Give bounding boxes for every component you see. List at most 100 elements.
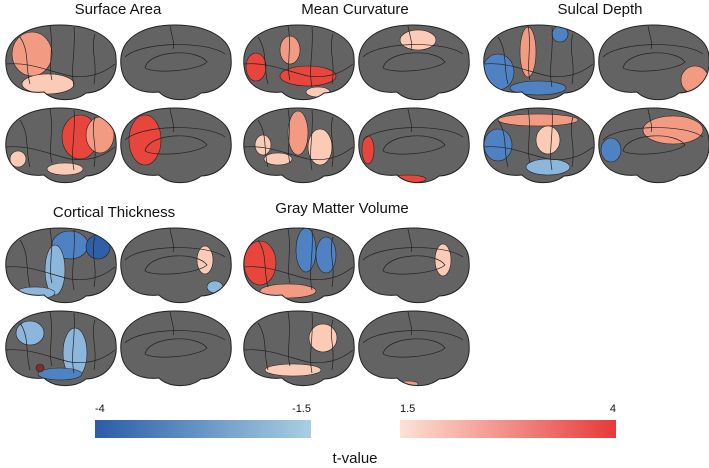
activation-patch [44, 244, 66, 296]
sulcus-line [330, 33, 334, 85]
brain-surface [358, 108, 470, 183]
sulcus-line [49, 108, 53, 164]
brain-view [5, 107, 117, 184]
sulcus-line [497, 119, 509, 168]
sulcus-line [257, 119, 269, 168]
brain-view [120, 227, 232, 304]
activation-patch [279, 35, 301, 65]
panel-title: Sulcal Depth [557, 1, 642, 18]
brain-view [5, 227, 117, 304]
brain-view [120, 310, 232, 387]
brain-outline [243, 227, 355, 304]
brain-view [243, 107, 355, 184]
brain-outline [5, 24, 117, 101]
activation-patch [21, 73, 75, 95]
sulcus-line [243, 349, 354, 364]
activation-patches [15, 320, 88, 381]
brain-outline [5, 310, 117, 387]
activation-patch [85, 234, 111, 260]
colorbar-tick: 4 [610, 403, 616, 415]
activation-patch [483, 53, 515, 91]
sulcus-line [92, 116, 96, 168]
activation-patch [509, 80, 567, 96]
activation-patches [254, 110, 333, 166]
activation-patch [525, 158, 571, 176]
brain-view [358, 310, 470, 387]
panel-title: Surface Area [75, 1, 162, 18]
brain-outline [358, 107, 470, 184]
sulcus-line [287, 108, 291, 164]
sulcus-line [310, 109, 313, 171]
brain-surface [358, 311, 470, 386]
activation-patches [680, 65, 709, 95]
sulcus-line [19, 239, 31, 288]
sulcus-line [49, 25, 53, 81]
colorbar-positive [400, 420, 616, 438]
activation-patches [264, 323, 338, 377]
activation-patch [305, 86, 331, 98]
sulcus-line [72, 229, 75, 291]
brain-outline [598, 107, 709, 184]
activation-patch [263, 152, 293, 166]
activation-patches [245, 35, 337, 98]
sulcus-line [144, 52, 208, 72]
activation-patches [11, 31, 75, 95]
activation-patch [497, 113, 579, 127]
sulcus-line [382, 255, 446, 275]
activation-patches [600, 115, 704, 163]
brain-outline [243, 310, 355, 387]
brain-surface [120, 25, 232, 100]
brain-outline [358, 227, 470, 304]
sulcus-line [570, 116, 574, 168]
brain-outline [243, 24, 355, 101]
activation-patch [15, 320, 45, 346]
colorbar-tick: 1.5 [400, 403, 415, 415]
activation-patch [14, 286, 56, 300]
brain-outline [483, 107, 595, 184]
sulcus-line [243, 266, 354, 281]
activation-patch [128, 114, 162, 166]
sulcus-line [169, 228, 175, 253]
brain-surface [358, 228, 470, 303]
sulcus-line [49, 311, 53, 367]
sulcus-line [92, 236, 96, 288]
sulcus-line [5, 63, 116, 78]
activation-patches [14, 230, 111, 300]
sulcus-line [330, 116, 334, 168]
activation-patch [519, 26, 537, 78]
activation-patch [600, 137, 622, 163]
brain-outline [598, 24, 709, 101]
sulcus-line [19, 119, 31, 168]
activation-patch [85, 116, 115, 154]
sulcus-line [483, 146, 594, 161]
sulcus-line [407, 25, 413, 50]
sulcus-line [72, 312, 75, 374]
brain-outline [358, 24, 470, 101]
sulcus-line [570, 33, 574, 85]
sulcus-line [310, 312, 313, 374]
sulcus-line [287, 228, 291, 284]
sulcus-line [287, 25, 291, 81]
brain-outline [483, 24, 595, 101]
brain-outline [243, 107, 355, 184]
activation-patch [206, 280, 224, 294]
sulcus-line [5, 146, 116, 161]
brain-maps [5, 24, 709, 387]
brain-view [483, 107, 595, 184]
sulcus-line [287, 311, 291, 367]
brain-outline [120, 227, 232, 304]
sulcus-line [550, 109, 553, 171]
brain-outline [5, 227, 117, 304]
activation-patch [642, 115, 704, 145]
activation-patches [9, 114, 115, 176]
sulcus-line [382, 52, 446, 72]
sulcus-line [243, 146, 354, 161]
activation-patch [535, 125, 561, 155]
brain-outline [358, 310, 470, 387]
colorbar-tick: -1.5 [292, 403, 311, 415]
brain-outline [120, 310, 232, 387]
activation-patch [315, 236, 337, 274]
sulcus-line [622, 135, 686, 155]
brain-view [358, 107, 470, 184]
sulcus-line [144, 255, 208, 275]
